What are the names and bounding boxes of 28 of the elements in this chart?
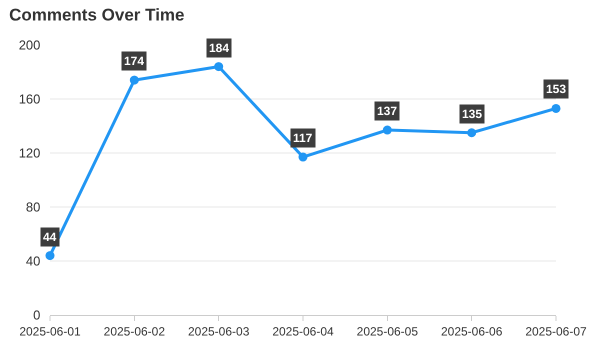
y-tick-label: 0 [33, 308, 40, 323]
data-label: 184 [209, 41, 230, 55]
data-label: 44 [43, 230, 57, 244]
x-tick-label: 2025-06-02 [104, 324, 166, 338]
point [552, 104, 560, 113]
y-tick-label: 120 [18, 146, 40, 161]
point [214, 62, 224, 72]
x-tick-label: 2025-06-03 [188, 324, 250, 338]
point [298, 152, 308, 162]
point [382, 126, 392, 135]
point [130, 76, 139, 85]
data-label: 137 [377, 104, 398, 118]
chart-title: Comments Over Time [9, 6, 185, 25]
x-tick-label: 2025-06-07 [525, 324, 588, 338]
point [46, 251, 54, 260]
y-tick-label: 160 [18, 92, 40, 107]
point [467, 128, 476, 138]
data-label: 135 [462, 107, 482, 121]
y-tick-label: 200 [18, 38, 40, 53]
y-tick-label: 40 [26, 254, 40, 269]
x-tick-label: 2025-06-05 [356, 324, 418, 338]
x-tick-label: 2025-06-04 [272, 324, 334, 338]
data-label: 117 [293, 131, 313, 145]
data-label: 153 [546, 82, 566, 96]
y-tick-label: 80 [26, 200, 40, 215]
x-tick-label: 2025-06-01 [19, 324, 82, 338]
x-tick-label: 2025-06-06 [440, 324, 503, 338]
data-label: 174 [124, 54, 144, 68]
